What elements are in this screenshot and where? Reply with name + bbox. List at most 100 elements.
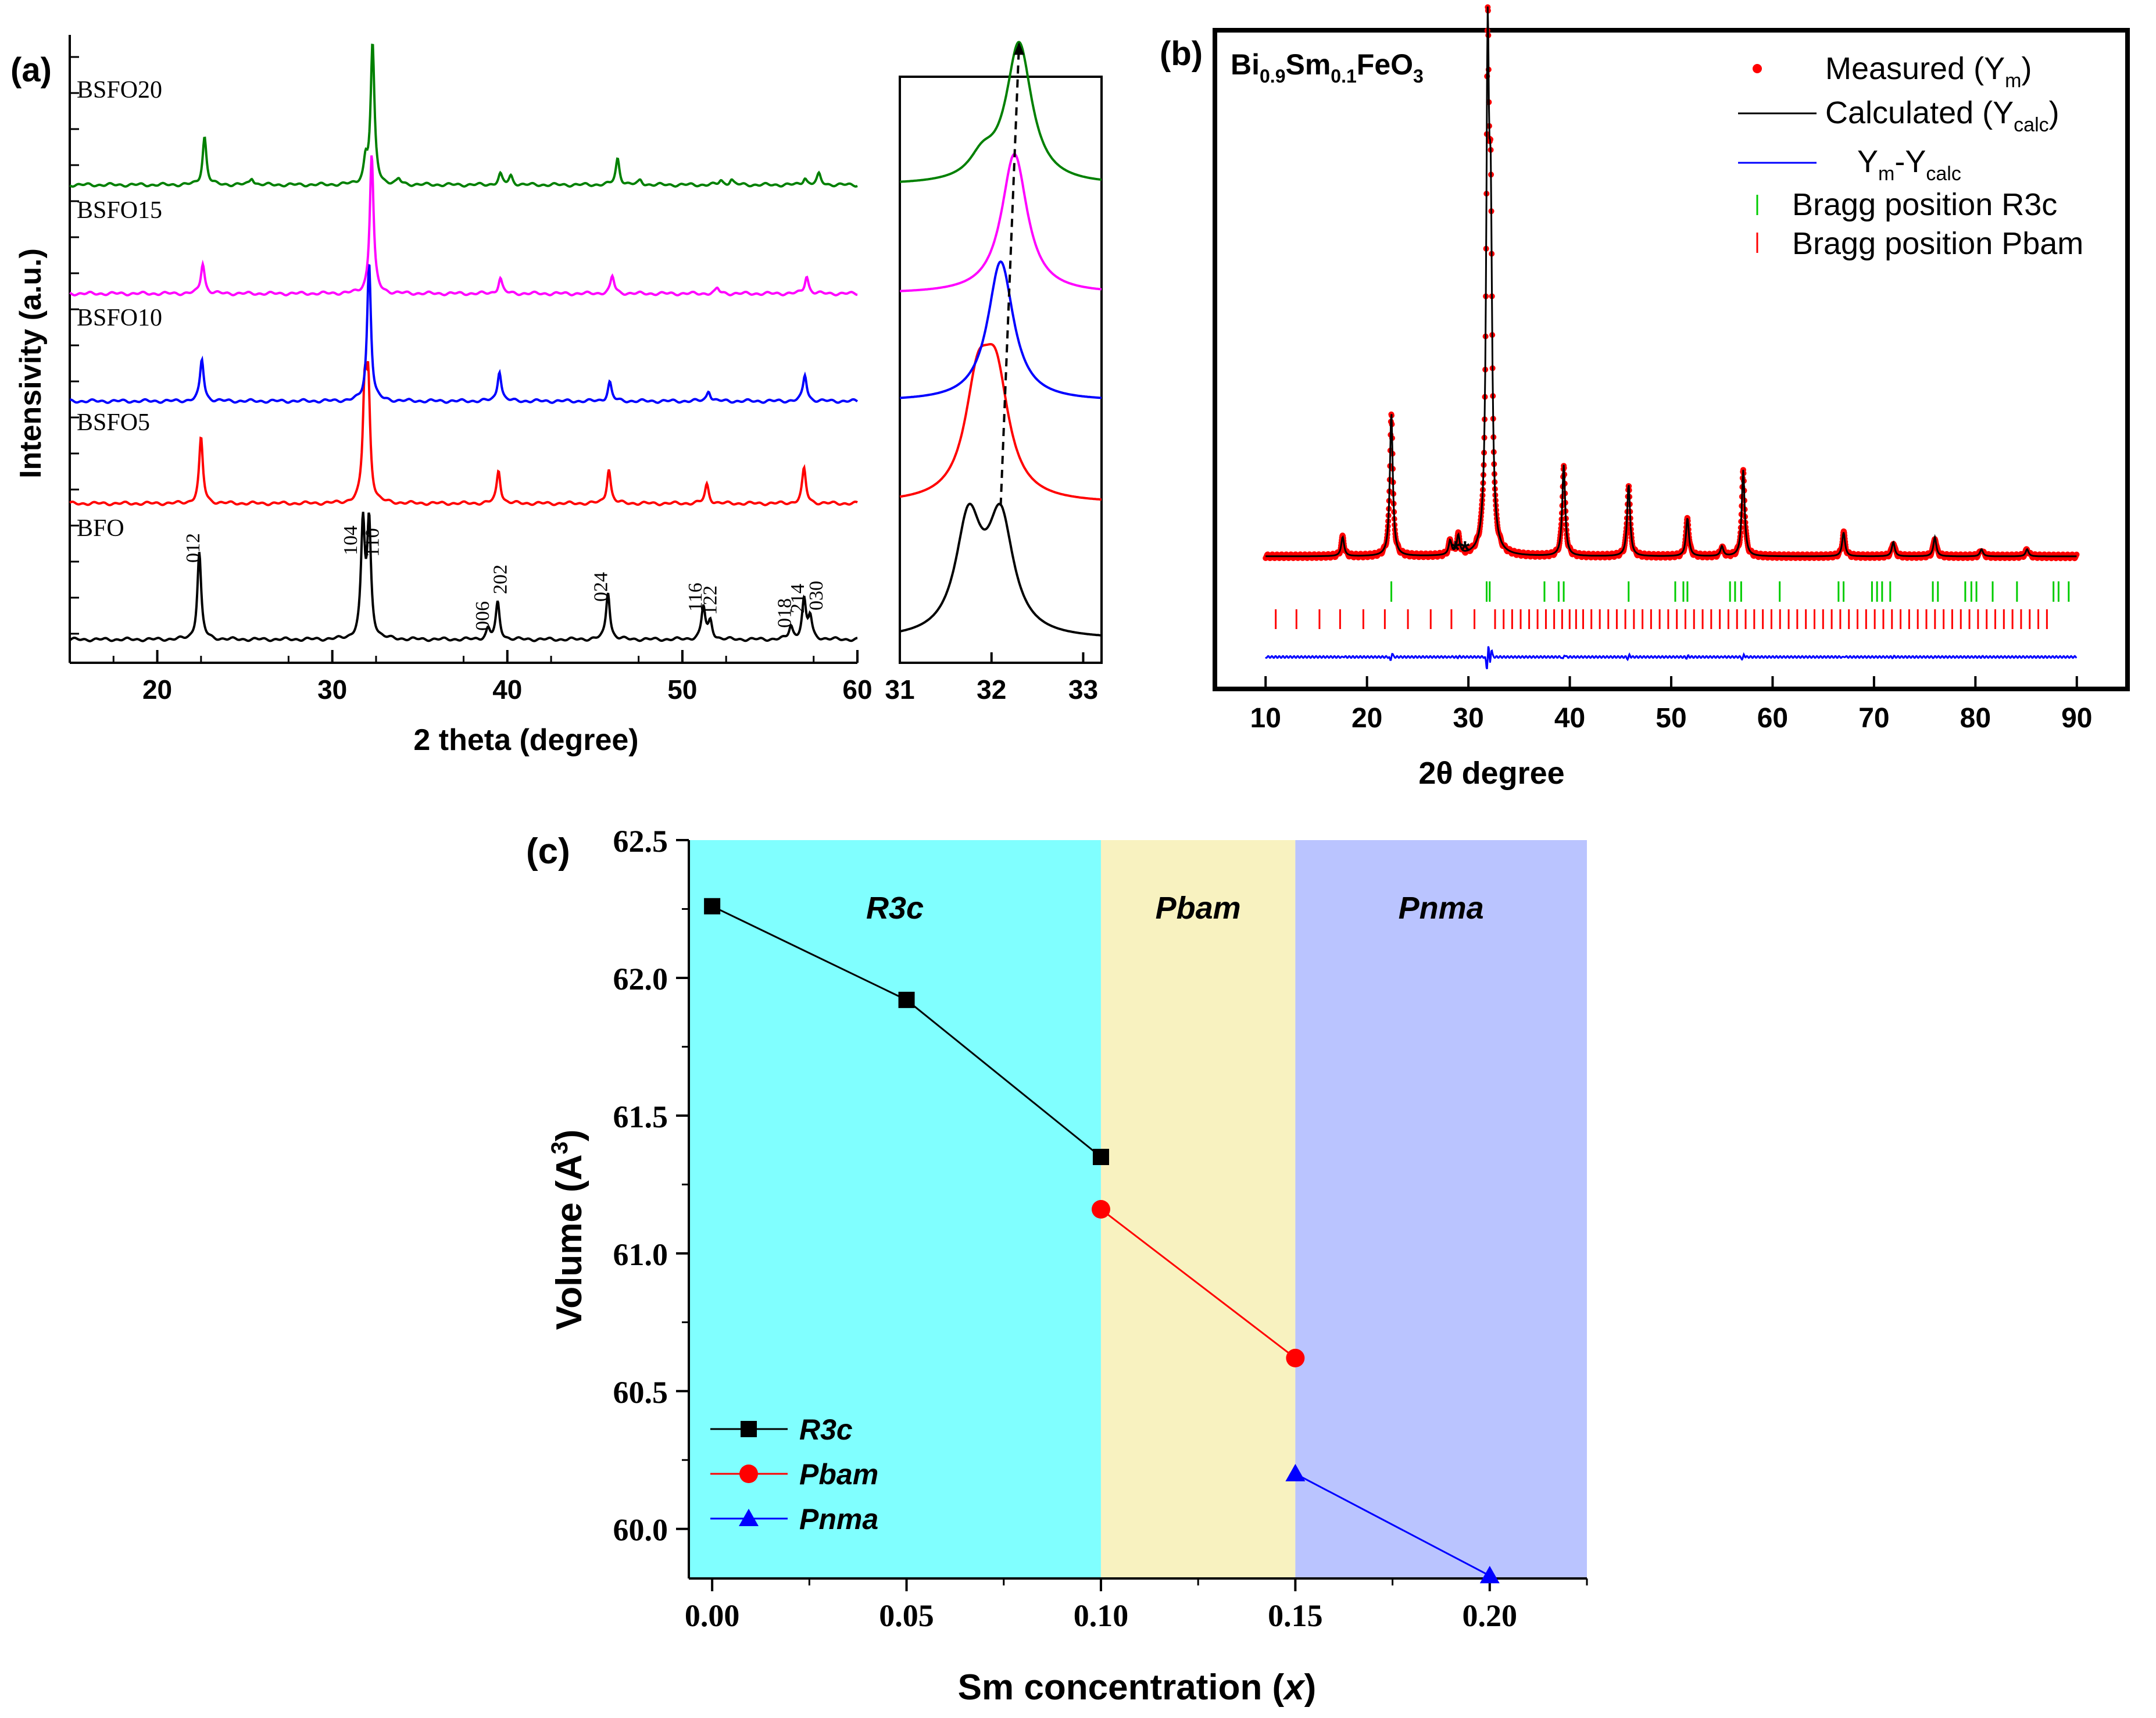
trace-bsfo20 <box>69 44 858 188</box>
inset-trace-bsfo20 <box>899 41 1102 183</box>
panel-a-inset: 31 32 33 <box>885 41 1103 705</box>
phase-region-r3c <box>689 840 1101 1578</box>
series-name-bfo: BFO <box>77 515 124 542</box>
panel-c: (c) R3c Pbam Pnma 0.00 0.05 0.10 0.15 0.20 60.0… <box>526 824 1588 1708</box>
legend-marker-pbam <box>739 1465 758 1483</box>
x-tick-label: 50 <box>1656 703 1686 734</box>
panel-c-data <box>704 898 1500 1584</box>
y-tick-label: 62.5 <box>613 824 668 859</box>
panel-b-impurity-marker: ** <box>1451 536 1470 563</box>
inset-x-tick-label: 31 <box>885 674 914 705</box>
data-point-pnma <box>1285 1463 1306 1481</box>
data-point-pbam <box>1091 1200 1110 1219</box>
panel-a-traces <box>69 44 859 642</box>
data-point-r3c <box>704 898 721 915</box>
phase-region-label: Pbam <box>1156 891 1241 926</box>
panel-c-axes: 0.00 0.05 0.10 0.15 0.20 60.0 60.5 61.0 61.5 62.0… <box>613 824 1588 1633</box>
x-tick-label: 0.20 <box>1463 1598 1518 1633</box>
peak-index-label: 214 <box>787 584 809 613</box>
panel-a-y-axis-label: Intensivity (a.u.) <box>14 248 48 478</box>
x-tick-label: 20 <box>1351 703 1382 734</box>
inset-axes: 31 32 33 <box>885 76 1103 705</box>
panel-a: (a) 20 30 40 50 60 BFO BSFO5 BSFO10 BSFO15 BSFO2… <box>10 35 873 757</box>
difference-line <box>1265 646 2078 670</box>
x-tick-label: 30 <box>317 674 347 705</box>
series-line-pnma <box>1295 1473 1490 1577</box>
phase-region-label: R3c <box>866 891 924 926</box>
peak-index-label: 018 <box>774 598 796 628</box>
panel-b-axes: 10 20 30 40 50 60 70 80 90 <box>1213 28 2130 734</box>
series-name-bsfo20: BSFO20 <box>77 77 162 103</box>
trace-bfo <box>69 512 858 642</box>
peak-index-label: 110 <box>362 528 383 557</box>
panel-b-label: (b) <box>1160 35 1203 73</box>
peak-index-label: 202 <box>489 565 511 594</box>
panel-b-legend: Measured (Ym) Calculated (Ycalc) Ym-Ycal… <box>1738 51 2083 261</box>
peak-index-label: 116 <box>685 583 706 612</box>
x-tick-label: 20 <box>142 674 172 705</box>
panel-c-label: (c) <box>526 831 570 871</box>
phase-region-pbam <box>1100 840 1296 1578</box>
data-point-pbam <box>1286 1348 1305 1367</box>
panel-b-data <box>1263 4 2080 670</box>
inset-trace-bsfo5 <box>899 342 1102 501</box>
peak-index-label: 122 <box>700 585 721 615</box>
legend-label-r3c: R3c <box>799 1413 853 1446</box>
legend-measured-label: Measured (Ym) <box>1825 51 2032 92</box>
x-tick-label: 60 <box>1757 703 1788 734</box>
data-point-r3c <box>1092 1148 1109 1165</box>
peak-index-label: 104 <box>340 526 362 555</box>
inset-shift-line <box>999 44 1021 506</box>
x-tick-label: 0.15 <box>1268 1598 1323 1633</box>
phase-region-pnma <box>1295 840 1587 1578</box>
trace-bsfo5 <box>69 360 858 506</box>
panel-b-title: Bi0.9Sm0.1FeO3 <box>1231 48 1424 87</box>
series-name-bsfo15: BSFO15 <box>77 197 162 224</box>
data-point-pnma <box>1479 1566 1500 1584</box>
peak-index-label: 012 <box>183 533 204 563</box>
x-tick-label: 0.10 <box>1074 1598 1129 1633</box>
x-tick-label: 70 <box>1858 703 1889 734</box>
series-name-bsfo10: BSFO10 <box>77 305 162 331</box>
peak-index-label: 030 <box>806 581 827 610</box>
trace-bsfo15 <box>69 155 858 297</box>
trace-bsfo10 <box>69 263 859 404</box>
y-tick-label: 61.0 <box>613 1237 668 1272</box>
inset-x-tick-label: 33 <box>1068 674 1098 705</box>
panel-a-axes: 20 30 40 50 60 <box>69 35 873 705</box>
y-tick-label: 60.0 <box>613 1513 668 1548</box>
x-tick-label: 80 <box>1960 703 1991 734</box>
y-tick-label: 61.5 <box>613 1099 668 1134</box>
x-tick-label: 90 <box>2061 703 2092 734</box>
legend-label-pbam: Pbam <box>799 1458 878 1491</box>
series-line-pbam <box>1100 1208 1296 1359</box>
y-tick-label: 62.0 <box>613 962 668 996</box>
panel-b-x-axis-label: 2θ degree <box>1418 756 1564 791</box>
panel-a-label: (a) <box>10 51 52 89</box>
x-tick-label: 40 <box>492 674 522 705</box>
x-tick-label: 0.00 <box>685 1598 740 1633</box>
panel-c-x-axis-label: Sm concentration (x) <box>958 1667 1317 1708</box>
legend-r3c-label: Bragg position R3c <box>1792 187 2057 222</box>
panel-a-x-axis-label: 2 theta (degree) <box>413 723 638 757</box>
panel-c-phase-regions: R3c Pbam Pnma <box>689 840 1587 1578</box>
legend-marker-r3c <box>741 1421 757 1437</box>
peak-index-label: 006 <box>472 601 494 631</box>
phase-region-label: Pnma <box>1399 891 1484 926</box>
calculated-line <box>1265 6 2077 558</box>
inset-shift-arrowhead <box>1014 42 1025 55</box>
x-tick-label: 30 <box>1453 703 1483 734</box>
x-tick-label: 10 <box>1250 703 1281 734</box>
panel-c-y-axis-label: Volume (A3) <box>547 1130 589 1330</box>
panel-b: (b) 10 20 30 40 50 60 70 80 90 Bi0.9Sm0.1FeO3 **… <box>1160 4 2130 791</box>
legend-label-pnma: Pnma <box>799 1503 878 1535</box>
data-point-r3c <box>898 991 915 1008</box>
inset-trace-bsfo15 <box>900 152 1102 292</box>
inset-traces <box>899 41 1102 637</box>
inset-trace-bsfo10 <box>899 260 1102 399</box>
measured-points <box>1263 4 2080 562</box>
x-tick-label: 0.05 <box>879 1598 934 1633</box>
y-tick-label: 60.5 <box>613 1375 668 1410</box>
